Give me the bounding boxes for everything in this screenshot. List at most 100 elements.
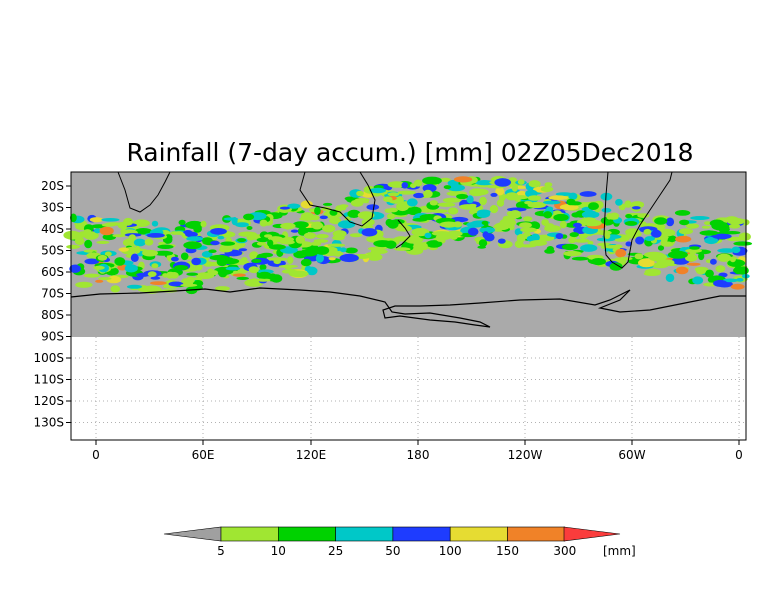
colorbar-segment [392, 526, 451, 542]
rain-cell [413, 242, 428, 250]
rain-cell [568, 192, 578, 200]
rain-cell [259, 264, 267, 271]
rain-cell [638, 258, 655, 268]
rain-cell [526, 235, 534, 242]
lon-tick-label: 180 [407, 448, 430, 462]
rain-cell [328, 257, 336, 261]
rain-cell [146, 233, 165, 238]
rain-cell [329, 217, 342, 225]
lon-tick-label: 0 [92, 448, 100, 462]
rain-cell [219, 246, 233, 253]
rain-cell [128, 234, 136, 241]
rain-cell [344, 196, 356, 201]
rain-cell [555, 233, 564, 240]
rain-cell [671, 257, 690, 265]
rain-cell [439, 177, 451, 182]
rain-cell [315, 253, 324, 263]
rain-cell [223, 217, 239, 221]
rain-cell [540, 186, 554, 192]
rain-cell [625, 228, 641, 236]
rain-cell [256, 278, 271, 282]
rain-cell [447, 207, 459, 215]
rain-cell [625, 214, 633, 219]
rain-cell [83, 273, 100, 278]
rain-cell [171, 256, 179, 262]
colorbar-label: 300 [553, 544, 576, 558]
rain-cell [712, 233, 732, 240]
rain-cell [248, 266, 259, 274]
rain-cell [95, 279, 104, 283]
rain-cell [235, 222, 249, 228]
rain-cell [237, 238, 247, 243]
rain-cell [168, 281, 184, 287]
rain-cell [200, 220, 207, 228]
lon-tick-label: 60E [192, 448, 215, 462]
rain-cell [186, 236, 204, 242]
lon-tick-label: 120E [296, 448, 327, 462]
rain-cell [238, 248, 248, 252]
lon-tick-label: 0 [735, 448, 743, 462]
rain-cell [522, 216, 533, 222]
rain-cell [220, 241, 236, 246]
rain-cell [689, 246, 700, 250]
rain-cell [391, 219, 405, 225]
rain-cell [366, 204, 380, 211]
rain-cell [280, 222, 296, 230]
rain-cell [545, 237, 553, 241]
rain-cell [75, 281, 93, 288]
rain-cell [644, 236, 656, 242]
rain-cell [709, 219, 725, 227]
rain-cell [300, 258, 312, 267]
rain-cell [256, 241, 267, 246]
rain-cell [279, 206, 290, 210]
rain-cell [447, 184, 465, 192]
rain-cell [340, 204, 347, 211]
rain-cell [144, 238, 154, 246]
rain-cell [357, 211, 375, 220]
rain-cell [123, 217, 134, 226]
rain-cell [435, 234, 445, 242]
rain-cell [210, 270, 219, 276]
rain-cell [406, 206, 422, 216]
rain-cell [656, 259, 675, 266]
rain-cell [174, 265, 189, 271]
rain-cell [366, 253, 383, 261]
lat-tick-label: 40S [41, 222, 64, 236]
rain-cell [496, 199, 505, 207]
rain-cell [236, 276, 249, 280]
rain-cell [383, 196, 393, 202]
rain-cell [373, 240, 393, 248]
rain-cell [327, 243, 346, 247]
rain-cell [587, 240, 594, 245]
rain-cell [625, 241, 632, 247]
rain-cell [150, 281, 167, 285]
rain-cell [527, 201, 547, 209]
rain-cell [563, 250, 582, 257]
rain-cell [730, 283, 745, 290]
colorbar-label: 5 [217, 544, 225, 558]
rain-cell [529, 240, 548, 246]
rain-cell [300, 200, 313, 209]
lat-tick-label: 20S [41, 179, 64, 193]
rain-cell [624, 200, 632, 208]
rain-cell [657, 245, 665, 251]
rain-cell [319, 215, 328, 220]
rain-cell [215, 286, 230, 291]
rain-cell [674, 210, 691, 216]
map-title: Rainfall (7-day accum.) [mm] 02Z05Dec201… [126, 138, 693, 167]
rain-cell [511, 183, 518, 192]
rain-cell [256, 237, 269, 243]
rain-cell [615, 248, 627, 258]
rain-cell [619, 256, 627, 266]
lon-tick-label: 120W [508, 448, 543, 462]
rain-cell [559, 203, 579, 211]
rain-cell [210, 228, 227, 235]
rain-cell [466, 195, 474, 204]
rain-cell [89, 217, 103, 223]
antarctica-coastline [70, 287, 746, 328]
lat-tick-label: 110S [33, 373, 64, 387]
rain-cell [349, 233, 363, 238]
rain-cell [180, 252, 189, 261]
rain-cell [300, 248, 319, 257]
